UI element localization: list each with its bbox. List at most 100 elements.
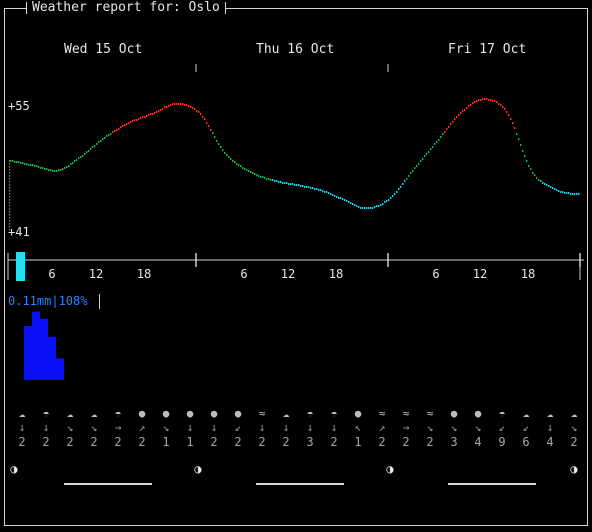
precipitation-bar	[48, 336, 56, 380]
temperature-point	[498, 103, 500, 105]
temperature-point	[254, 173, 256, 175]
day-label-2: Thu 16 Oct	[256, 42, 335, 57]
temperature-point	[158, 110, 160, 112]
temperature-point	[10, 160, 12, 162]
temperature-point	[438, 139, 440, 141]
temperature-point	[40, 167, 42, 169]
wind-direction-icon: ↘	[570, 421, 578, 434]
temperature-point	[9, 175, 11, 177]
temperature-point	[9, 214, 11, 216]
temperature-point	[534, 174, 536, 176]
wind-speed-value: 9	[498, 435, 506, 449]
temperature-point	[48, 169, 50, 171]
temperature-point	[72, 162, 74, 164]
temperature-point	[402, 183, 404, 185]
temperature-point	[88, 150, 90, 152]
temperature-point	[302, 185, 304, 187]
temperature-point	[516, 133, 518, 135]
temperature-point	[204, 118, 206, 120]
wind-speed-value: 2	[402, 435, 410, 449]
temperature-point	[414, 167, 416, 169]
temperature-point	[480, 99, 482, 101]
temperature-point	[558, 190, 560, 192]
temperature-point	[130, 121, 132, 123]
temperature-point	[454, 118, 456, 120]
temperature-point	[170, 104, 172, 106]
temperature-point	[458, 114, 460, 116]
temperature-point	[560, 191, 562, 193]
temperature-point	[330, 193, 332, 195]
temperature-point	[196, 110, 198, 112]
temperature-point	[56, 170, 58, 172]
temperature-point	[350, 202, 352, 204]
temperature-point	[394, 193, 396, 195]
weather-symbol-icon: ☂	[330, 407, 338, 420]
temperature-point	[182, 103, 184, 105]
temperature-point	[296, 184, 298, 186]
temperature-point	[346, 200, 348, 202]
temperature-point	[142, 116, 144, 118]
moon-phase-icon: ◑	[386, 462, 394, 476]
wind-direction-icon: ↘	[90, 421, 98, 434]
temperature-point	[180, 103, 182, 105]
temperature-point	[344, 199, 346, 201]
temperature-point	[208, 125, 210, 127]
temperature-point	[268, 178, 270, 180]
temperature-point	[18, 161, 20, 163]
temperature-point	[9, 184, 11, 186]
wind-speed-value: 2	[210, 435, 218, 449]
temperature-point	[28, 164, 30, 166]
temperature-point	[416, 165, 418, 167]
wind-direction-icon: ↖	[354, 421, 362, 434]
temperature-point	[408, 175, 410, 177]
temperature-point	[432, 146, 434, 148]
weather-symbol-icon: ●	[234, 407, 242, 420]
temperature-point	[58, 169, 60, 171]
current-time-marker	[16, 252, 25, 281]
wind-direction-icon: ↓	[42, 421, 50, 434]
temperature-point	[198, 111, 200, 113]
temperature-point	[312, 187, 314, 189]
day-label-1: Wed 15 Oct	[64, 42, 143, 57]
temperature-point	[9, 202, 11, 204]
temperature-point	[126, 123, 128, 125]
temperature-point	[9, 211, 11, 213]
wind-direction-icon: ↓	[306, 421, 314, 434]
temperature-point	[448, 126, 450, 128]
temperature-point	[9, 226, 11, 228]
wind-speed-value: 6	[522, 435, 530, 449]
temperature-point	[304, 186, 306, 188]
temperature-point	[496, 101, 498, 103]
temperature-point	[192, 107, 194, 109]
temperature-point	[54, 170, 56, 172]
temperature-point	[310, 187, 312, 189]
temperature-point	[144, 116, 146, 118]
temperature-point	[476, 100, 478, 102]
temperature-point	[24, 163, 26, 165]
temperature-point	[358, 206, 360, 208]
temperature-point	[9, 169, 11, 171]
temperature-point	[472, 102, 474, 104]
temperature-point	[98, 141, 100, 143]
wind-speed-value: 2	[234, 435, 242, 449]
temperature-point	[398, 188, 400, 190]
temperature-point	[90, 148, 92, 150]
temperature-point	[308, 186, 310, 188]
weather-symbol-icon: ☂	[498, 407, 506, 420]
temperature-point	[378, 205, 380, 207]
temperature-point	[418, 163, 420, 165]
temperature-point	[136, 119, 138, 121]
temperature-point	[252, 172, 254, 174]
wind-direction-icon: ↓	[330, 421, 338, 434]
wind-speed-value: 4	[474, 435, 482, 449]
temperature-point	[22, 162, 24, 164]
temperature-point	[324, 191, 326, 193]
hour-tick-label: 12	[88, 267, 104, 281]
temperature-point	[76, 159, 78, 161]
temperature-point	[258, 175, 260, 177]
temperature-point	[354, 204, 356, 206]
temperature-point	[544, 183, 546, 185]
temperature-point	[376, 205, 378, 207]
temperature-point	[576, 193, 578, 195]
temperature-point	[26, 163, 28, 165]
